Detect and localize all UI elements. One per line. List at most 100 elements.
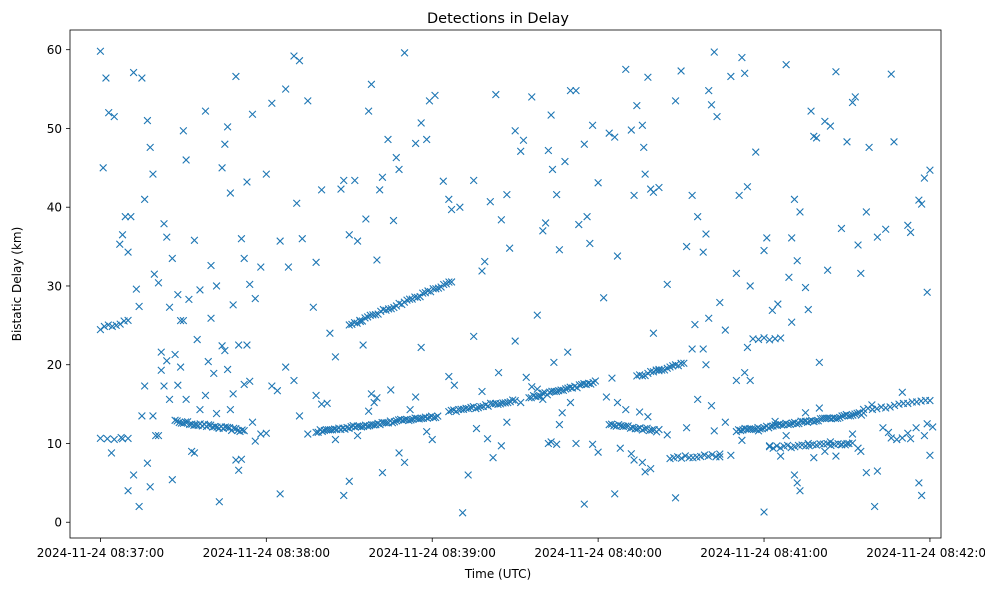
- data-point: [429, 413, 438, 422]
- x-axis-label: Time (UTC): [464, 567, 531, 581]
- data-point: [629, 423, 637, 432]
- data-point: [406, 405, 414, 414]
- data-point: [519, 136, 528, 145]
- data-point: [904, 399, 912, 408]
- data-point: [212, 282, 221, 290]
- data-point: [176, 363, 185, 371]
- data-point: [204, 357, 213, 366]
- data-point: [638, 372, 647, 380]
- data-point: [367, 390, 376, 398]
- data-point: [873, 467, 882, 475]
- data-point: [395, 165, 403, 174]
- data-point: [181, 418, 190, 426]
- data-point: [668, 362, 677, 370]
- data-point: [168, 254, 177, 263]
- data-point: [182, 395, 190, 404]
- data-point: [815, 404, 824, 412]
- data-point: [196, 405, 204, 414]
- data-point: [677, 359, 685, 368]
- data-point: [887, 434, 896, 442]
- data-point: [318, 427, 327, 436]
- data-point: [129, 68, 138, 77]
- data-point: [915, 196, 923, 204]
- data-point: [782, 60, 790, 69]
- data-point: [154, 431, 163, 440]
- data-point: [378, 173, 387, 182]
- data-point: [552, 387, 561, 396]
- data-point: [848, 430, 857, 438]
- data-point: [221, 346, 229, 355]
- data-point: [655, 183, 663, 192]
- data-point: [422, 135, 431, 144]
- data-point: [428, 435, 437, 444]
- data-point: [716, 453, 724, 461]
- data-point: [418, 289, 427, 297]
- data-point: [848, 98, 857, 107]
- data-point: [367, 80, 376, 89]
- data-point: [777, 421, 786, 429]
- data-point: [110, 112, 119, 121]
- data-point: [171, 350, 179, 359]
- data-point: [351, 176, 359, 185]
- data-point: [680, 359, 688, 368]
- data-point: [743, 343, 752, 352]
- data-point: [237, 234, 246, 243]
- data-point: [201, 107, 210, 115]
- data-point: [837, 224, 846, 233]
- data-point: [201, 391, 210, 400]
- data-point: [555, 245, 564, 254]
- data-point: [237, 455, 246, 464]
- data-point: [588, 121, 597, 130]
- data-point: [923, 288, 931, 297]
- data-point: [317, 186, 326, 194]
- data-point: [539, 227, 547, 235]
- data-point: [557, 386, 565, 394]
- data-point: [563, 348, 572, 356]
- data-point: [926, 166, 934, 174]
- data-point: [209, 369, 218, 378]
- data-point: [207, 261, 215, 270]
- data-point: [614, 420, 623, 429]
- data-point: [594, 179, 602, 187]
- data-point: [388, 418, 397, 427]
- data-point: [182, 156, 190, 164]
- data-point: [229, 424, 238, 433]
- data-point: [162, 357, 171, 365]
- data-point: [782, 431, 790, 440]
- data-point: [621, 422, 630, 430]
- data-point: [211, 422, 219, 431]
- data-point: [138, 74, 146, 82]
- data-point: [843, 439, 851, 448]
- x-tick-label: 2024-11-24 08:42:00: [866, 546, 985, 560]
- data-point: [633, 101, 641, 110]
- data-point: [395, 449, 403, 457]
- data-point: [434, 284, 443, 292]
- data-point: [456, 203, 464, 211]
- data-point: [721, 326, 730, 334]
- data-point: [627, 126, 636, 134]
- data-point: [881, 225, 890, 234]
- data-point: [552, 190, 561, 199]
- data-point: [511, 337, 519, 345]
- data-point: [868, 401, 876, 409]
- data-point: [923, 420, 931, 428]
- data-point: [649, 329, 658, 338]
- data-point: [815, 358, 824, 367]
- x-tick-label: 2024-11-24 08:38:00: [203, 546, 330, 560]
- data-point: [588, 440, 597, 449]
- data-point: [621, 405, 630, 414]
- data-point: [251, 294, 260, 303]
- data-point: [527, 382, 536, 391]
- data-point: [124, 316, 132, 325]
- data-point: [149, 412, 157, 420]
- data-point: [472, 424, 481, 433]
- data-point: [400, 458, 409, 467]
- data-point: [671, 97, 680, 105]
- data-point: [771, 417, 779, 426]
- data-point: [204, 421, 213, 429]
- data-point: [445, 278, 453, 286]
- x-tick-label: 2024-11-24 08:40:00: [534, 546, 661, 560]
- data-point: [290, 52, 298, 60]
- data-point: [165, 395, 174, 404]
- data-point: [478, 267, 486, 275]
